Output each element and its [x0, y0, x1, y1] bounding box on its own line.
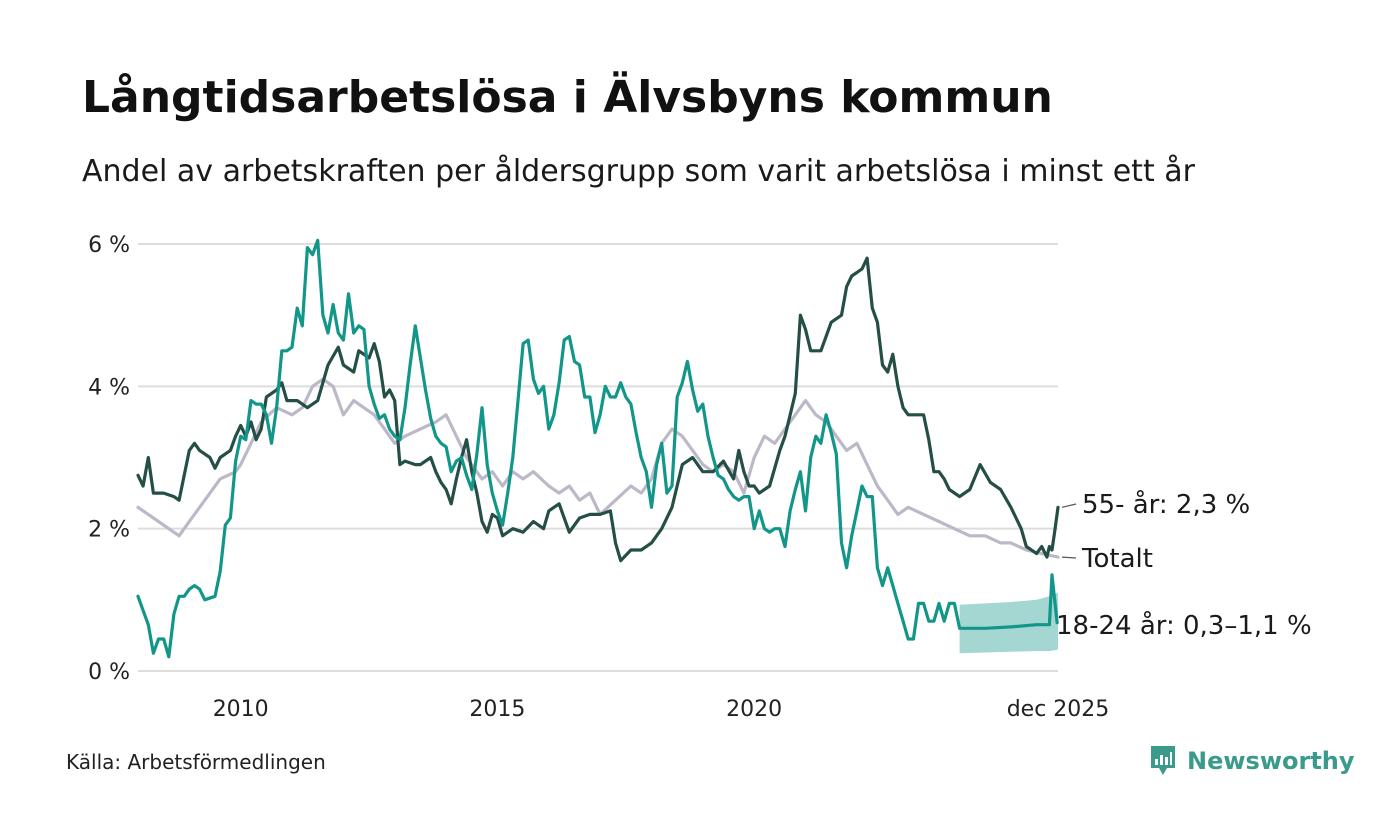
chart-title: Långtidsarbetslösa i Älvsbyns kommun [82, 72, 1053, 123]
series-end-label: 18-24 år: 0,3–1,1 % [1056, 610, 1312, 641]
chart-subtitle: Andel av arbetskraften per åldersgrupp s… [82, 154, 1195, 189]
x-tick-label: dec 2025 [1007, 697, 1110, 722]
series-label-leader [1061, 556, 1077, 559]
x-tick-label: 2020 [726, 697, 782, 722]
series-end-label: 55- år: 2,3 % [1082, 489, 1250, 520]
x-tick-label: 2015 [469, 697, 525, 722]
series-end-label: Totalt [1081, 544, 1153, 574]
series-line [136, 238, 1059, 659]
series-line [136, 377, 1060, 559]
series-layer [136, 238, 1060, 659]
y-tick-label: 2 % [88, 518, 130, 543]
x-tick-label: 2010 [213, 697, 269, 722]
source-note: Källa: Arbetsförmedlingen [66, 750, 326, 774]
brand-name: Newsworthy [1187, 747, 1355, 775]
newsworthy-logo-icon [1151, 746, 1175, 775]
y-tick-label: 0 % [88, 660, 130, 685]
y-tick-label: 4 % [88, 375, 130, 400]
brand-logo[interactable]: Newsworthy [1148, 744, 1355, 778]
label-layer: Totalt 55- år: 2,3 % 18-24 år: 0,3–1,1 % [1056, 489, 1312, 641]
band-layer [959, 592, 1058, 654]
y-tick-label: 6 % [88, 233, 130, 258]
series-label-leader [1061, 503, 1077, 508]
uncertainty-band [959, 592, 1058, 654]
grid-layer: 0 % 2 % 4 % 6 % 2010 2015 2020 dec 2025 [88, 233, 1109, 722]
